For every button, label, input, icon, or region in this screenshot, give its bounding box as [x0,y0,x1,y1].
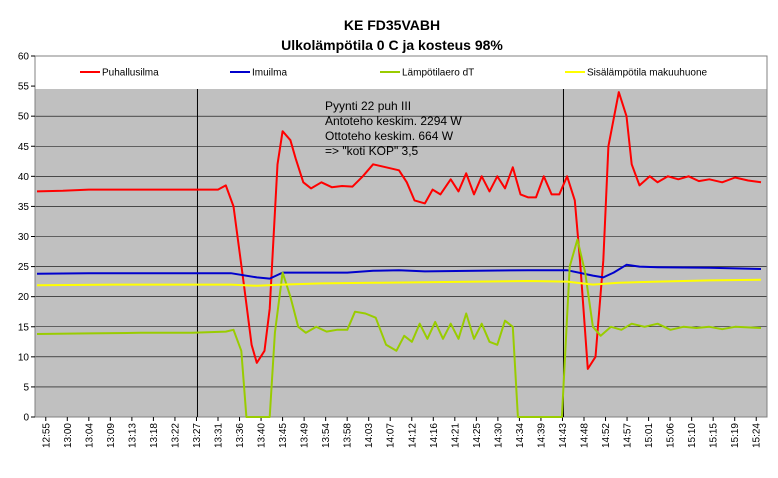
annotation-line-4: => "koti KOP" 3,5 [325,144,419,158]
plot-background [35,89,767,417]
x-tick-label-15:19: 15:19 [730,423,741,448]
x-tick-label-14:07: 14:07 [386,423,397,448]
x-tick-label-13:36: 13:36 [235,423,246,448]
series-line-4 [36,278,762,287]
x-tick-label-14:34: 14:34 [515,423,526,448]
y-tick-label-0: 0 [23,413,29,424]
plot-area: 0 5 10 15 20 25 30 35 40 45 50 55 60 12:55 13:00 13:04 1… [18,52,768,448]
legend-label-3: Lämpötilaero dT [402,68,474,79]
y-tick-label-55: 55 [18,82,30,93]
x-tick-label-15:15: 15:15 [709,423,720,448]
x-tick-label-15:24: 15:24 [752,423,763,448]
x-tick-label-14:16: 14:16 [429,423,440,448]
x-tick-label-13:58: 13:58 [343,423,354,448]
x-tick-label-14:30: 14:30 [493,423,504,448]
y-tick-label-30: 30 [18,232,30,243]
x-tick-label-15:10: 15:10 [687,423,698,448]
legend-label-4: Sisälämpötila makuuhuone [587,68,708,79]
x-tick-label-15:06: 15:06 [666,423,677,448]
y-tick-label-5: 5 [23,382,29,393]
y-tick-label-40: 40 [18,172,30,183]
x-tick-label-14:43: 14:43 [558,423,569,448]
x-tick-label-13:31: 13:31 [214,423,225,448]
x-tick-label-14:48: 14:48 [580,423,591,448]
legend-label-1: Puhallusilma [102,68,159,79]
x-tick-label-14:21: 14:21 [450,423,461,448]
annotation-line-3: Ottoteho keskim. 664 W [325,129,454,143]
x-tick-label-15:01: 15:01 [644,423,655,448]
y-tick-label-10: 10 [18,352,30,363]
x-tick-label-13:04: 13:04 [84,423,95,448]
x-tick-label-13:13: 13:13 [127,423,138,448]
x-tick-label-14:39: 14:39 [536,423,547,448]
y-tick-label-25: 25 [18,262,30,273]
x-tick-label-13:22: 13:22 [170,423,181,448]
x-tick-label-14:57: 14:57 [623,423,634,448]
legend-area-background [35,56,767,89]
y-tick-label-45: 45 [18,142,30,153]
y-tick-label-50: 50 [18,112,30,123]
legend-label-2: Imuilma [252,68,287,79]
x-tick-label-13:54: 13:54 [321,423,332,448]
y-tick-label-15: 15 [18,322,30,333]
x-tick-label-13:49: 13:49 [300,423,311,448]
x-tick-label-14:12: 14:12 [407,423,418,448]
x-tick-label-13:00: 13:00 [63,423,74,448]
x-tick-label-12:55: 12:55 [41,423,52,448]
chart-subtitle: Ulkolämpötila 0 C ja kosteus 98% [281,37,503,53]
annotation-line-2: Antoteho keskim. 2294 W [325,114,462,128]
series-line-1 [36,91,762,370]
x-tick-label-13:45: 13:45 [278,423,289,448]
x-tick-label-14:03: 14:03 [364,423,375,448]
x-tick-label-13:18: 13:18 [149,423,160,448]
x-tick-label-13:09: 13:09 [106,423,117,448]
series-line-3 [36,238,762,418]
x-tick-label-14:25: 14:25 [472,423,483,448]
series-line-2 [36,263,762,280]
y-tick-label-20: 20 [18,292,30,303]
x-tick-label-14:52: 14:52 [601,423,612,448]
x-tick-label-13:27: 13:27 [192,423,203,448]
x-tick-label-13:40: 13:40 [257,423,268,448]
y-tick-label-35: 35 [18,202,30,213]
y-tick-label-60: 60 [18,52,30,63]
annotation-line-1: Pyynti 22 puh III [325,99,411,113]
chart-title: KE FD35VABH [344,17,440,33]
